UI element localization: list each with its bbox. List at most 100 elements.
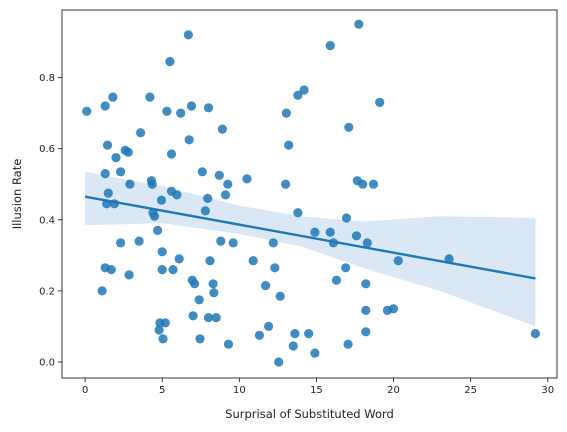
x-tick-label: 5 (159, 385, 165, 396)
scatter-point (223, 339, 234, 349)
y-tick-label: 0.0 (39, 358, 55, 369)
scatter-point (358, 179, 368, 189)
scatter-point (248, 256, 258, 266)
scatter-point (197, 167, 207, 177)
scatter-point (284, 140, 294, 150)
scatter-point (530, 329, 541, 339)
scatter-point (157, 265, 167, 275)
x-tick-label: 20 (387, 385, 400, 396)
scatter-point (261, 281, 271, 291)
scatter-point (195, 334, 205, 344)
scatter-point (228, 238, 238, 248)
scatter-point (344, 122, 354, 132)
scatter-point (209, 288, 219, 298)
scatter-point (341, 263, 351, 273)
scatter-point (388, 304, 399, 314)
scatter-point (393, 256, 403, 266)
scatter-point (205, 256, 215, 266)
x-tick-label: 30 (541, 385, 554, 396)
scatter-point (102, 140, 113, 150)
scatter-point (293, 90, 303, 100)
regression-line (84, 195, 536, 280)
x-tick-label: 0 (82, 385, 88, 396)
scatter-point (242, 174, 252, 184)
scatter-point (361, 279, 371, 289)
scatter-point (168, 265, 178, 275)
scatter-point (290, 329, 300, 339)
scatter-point (111, 153, 121, 163)
regression-line-layer (84, 195, 536, 280)
scatter-point (281, 108, 291, 118)
confidence-band (85, 171, 536, 327)
scatter-point (293, 208, 303, 218)
scatter-point (82, 106, 92, 116)
scatter-point (325, 41, 335, 51)
y-axis-ticks: 0.0 0.2 0.4 0.6 0.8 (39, 73, 62, 369)
scatter-point (214, 170, 224, 180)
scatter-point (172, 190, 182, 200)
scatter-point (264, 321, 274, 331)
scatter-point (166, 149, 177, 159)
y-tick-label: 0.6 (39, 144, 55, 155)
scatter-point (149, 211, 160, 221)
y-tick-label: 0.8 (39, 73, 55, 84)
scatter-point (368, 179, 379, 189)
scatter-point (160, 318, 170, 328)
scatter-point (162, 106, 172, 116)
scatter-point (158, 334, 168, 344)
scatter-point (203, 193, 213, 203)
scatter-point (361, 327, 371, 337)
scatter-point (362, 238, 372, 248)
scatter-point (194, 295, 204, 305)
scatter-point (116, 238, 126, 248)
scatter-point (176, 108, 186, 118)
scatter-point (165, 57, 175, 67)
scatter-point (103, 188, 113, 198)
scatter-point (147, 179, 157, 189)
scatter-point (216, 236, 226, 246)
scatter-point (100, 101, 110, 111)
scatter-point (145, 92, 155, 102)
scatter-point (351, 231, 362, 241)
scatter-point (220, 190, 231, 200)
scatter-point (184, 135, 194, 145)
scatter-point (299, 85, 309, 95)
scatter-point (268, 238, 278, 248)
scatter-point (275, 291, 285, 301)
scatter-point (108, 92, 118, 102)
y-tick-label: 0.2 (39, 286, 55, 297)
scatter-point (304, 329, 314, 339)
x-axis-label: Surprisal of Substituted Word (225, 407, 394, 421)
scatter-point (354, 19, 364, 29)
y-tick-label: 0.4 (39, 215, 55, 226)
scatter-point (136, 128, 146, 138)
scatter-point (274, 357, 284, 367)
scatter-point (134, 236, 144, 246)
scatter-point (100, 169, 110, 179)
scatter-point (156, 195, 167, 205)
scatter-point (343, 339, 353, 349)
scatter-point (310, 227, 320, 237)
scatter-point (208, 279, 218, 289)
scatter-point (203, 103, 214, 113)
x-tick-label: 15 (310, 385, 323, 396)
scatter-point (270, 263, 280, 273)
x-tick-label: 10 (233, 385, 246, 396)
scatter-point (186, 101, 197, 111)
scatter-point (174, 254, 184, 264)
plot-frame (61, 9, 558, 379)
scatter-point (200, 206, 210, 216)
scatter-point (106, 265, 116, 275)
scatter-point (124, 270, 134, 280)
x-axis-ticks: 0 5 10 15 20 25 30 (82, 378, 554, 396)
scatter-point (375, 97, 385, 107)
scatter-point (154, 325, 164, 335)
scatter-point (325, 227, 335, 237)
scatter-point (123, 147, 133, 157)
scatter-point (288, 341, 298, 351)
scatter-point (211, 313, 221, 323)
scatter-point (281, 179, 291, 189)
scatter-point (188, 311, 198, 321)
scatter-point (203, 313, 214, 323)
